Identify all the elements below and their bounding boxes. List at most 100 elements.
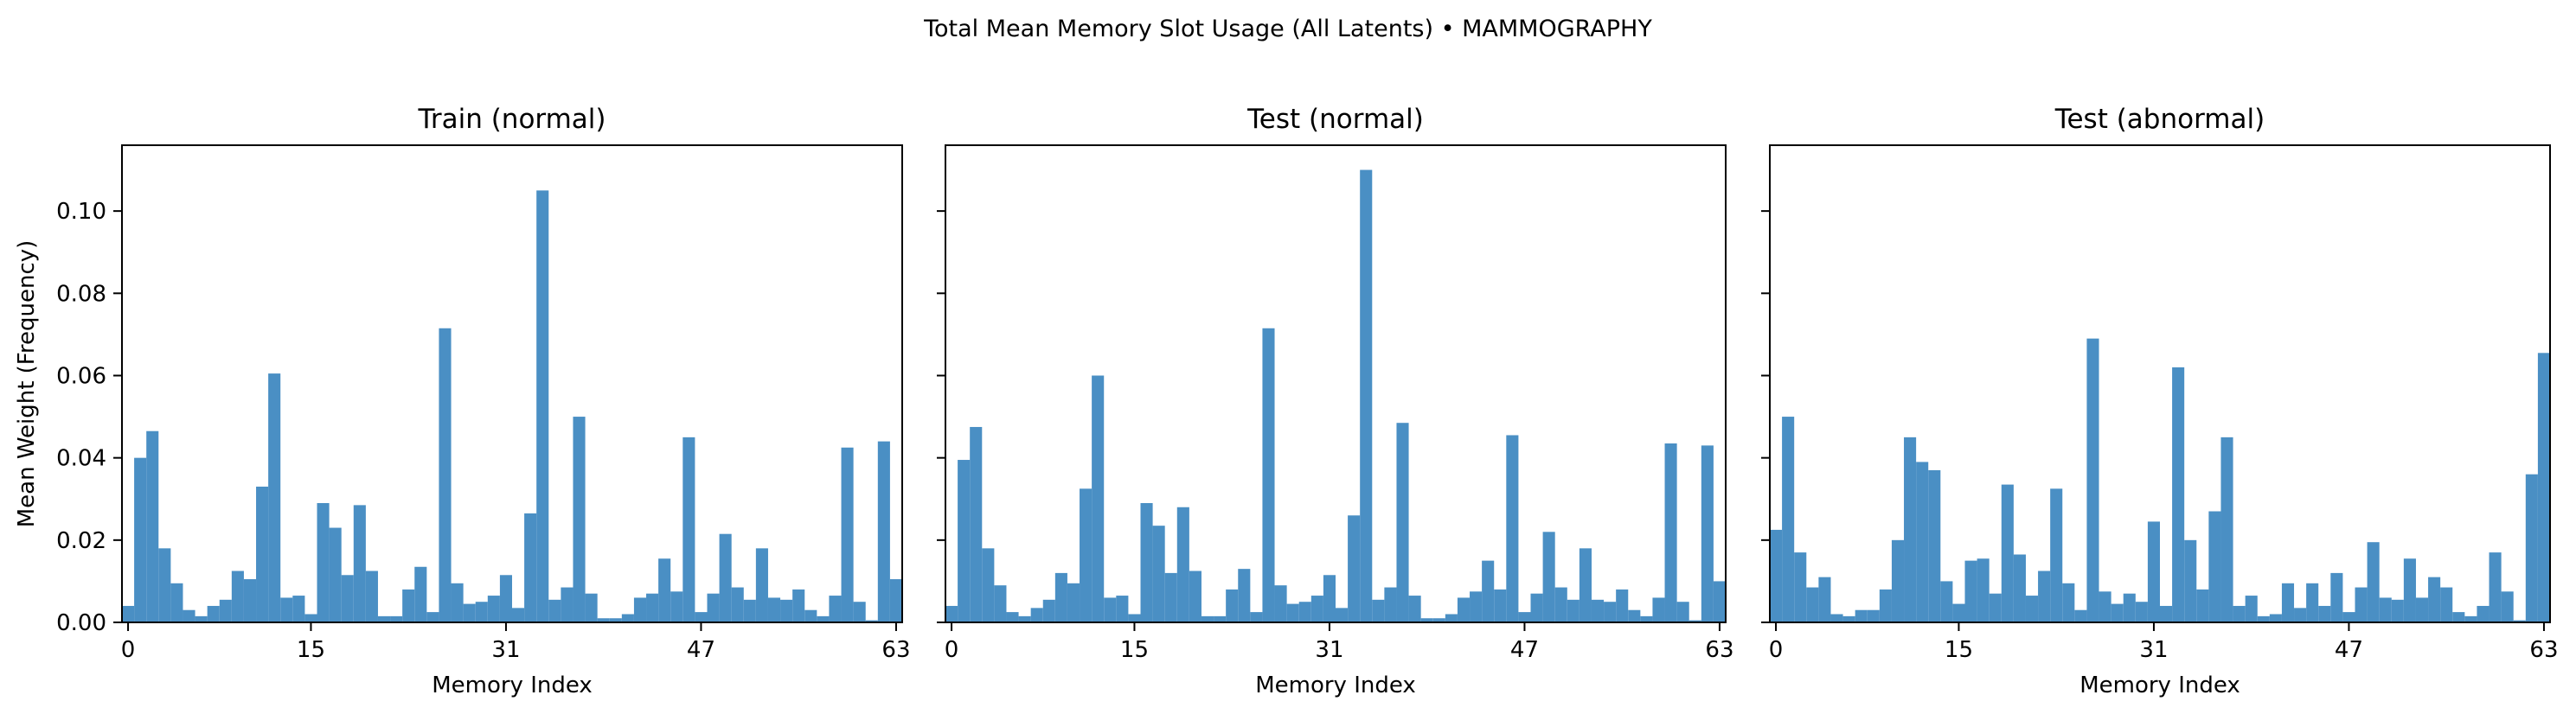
bar-8 — [219, 599, 232, 622]
bar-61 — [865, 620, 878, 622]
bar-47 — [1518, 612, 1531, 622]
bar-36 — [1384, 587, 1397, 622]
x-tick-label: 47 — [1510, 637, 1539, 663]
bar-4 — [170, 583, 183, 622]
bar-58 — [2477, 605, 2489, 622]
bar-36 — [2208, 511, 2221, 622]
bar-8 — [1867, 609, 1880, 622]
bar-57 — [1640, 615, 1653, 622]
bar-56 — [2452, 612, 2465, 622]
bar-6 — [1018, 615, 1031, 622]
bar-40 — [2257, 615, 2270, 622]
bar-45 — [2318, 605, 2331, 622]
bar-38 — [585, 593, 598, 622]
bar-49 — [719, 533, 732, 622]
bar-21 — [2025, 596, 2039, 622]
bar-49 — [2367, 542, 2380, 622]
bar-32 — [512, 608, 525, 622]
bar-58 — [829, 596, 842, 622]
bar-29 — [2123, 593, 2136, 622]
bar-25 — [2074, 609, 2087, 622]
bar-41 — [1445, 614, 1458, 622]
bar-34 — [2184, 539, 2197, 622]
bar-20 — [2013, 554, 2026, 622]
x-tick-label: 31 — [1315, 637, 1343, 663]
bar-23 — [2050, 488, 2063, 622]
bars-train-normal — [122, 190, 902, 622]
panel-title-train-normal: Train (normal) — [417, 104, 606, 135]
bar-7 — [1855, 609, 1868, 622]
bar-17 — [329, 527, 342, 622]
bar-30 — [1310, 596, 1323, 622]
bar-50 — [2379, 597, 2392, 622]
bar-34 — [536, 190, 549, 622]
bar-44 — [2306, 583, 2319, 622]
bar-50 — [1554, 587, 1567, 622]
bar-51 — [2391, 599, 2404, 622]
bar-59 — [1664, 443, 1677, 622]
bar-58 — [1652, 597, 1665, 622]
bar-15 — [1952, 603, 1965, 622]
bar-61 — [2513, 620, 2526, 622]
x-tick-label: 15 — [1945, 637, 1973, 663]
bar-34 — [1360, 169, 1373, 622]
bar-33 — [2172, 367, 2185, 622]
bar-9 — [1879, 589, 1892, 622]
bar-18 — [341, 575, 354, 622]
x-tick-label: 0 — [121, 637, 136, 663]
bar-51 — [743, 599, 756, 622]
bar-40 — [1432, 618, 1445, 622]
bar-47 — [695, 612, 708, 622]
x-axis-train-normal: 0 15 31 47 63 — [121, 622, 911, 663]
panel-train-normal: 0.00 0.02 0.04 0.06 0.08 0.10 0 15 31 47 63 Train… — [14, 104, 911, 698]
bar-24 — [1238, 569, 1251, 622]
bar-63 — [2537, 353, 2550, 622]
bar-37 — [1396, 423, 1409, 622]
y-axis-train-normal: 0.00 0.02 0.04 0.06 0.08 0.10 — [56, 199, 122, 636]
bar-27 — [451, 583, 464, 622]
x-axis-label-train-normal: Memory Index — [432, 673, 593, 698]
panel-title-test-normal: Test (normal) — [1246, 104, 1424, 135]
bar-31 — [499, 575, 512, 622]
bar-19 — [2001, 484, 2014, 622]
bar-24 — [414, 566, 427, 622]
x-axis-test-normal: 0 15 31 47 63 — [945, 622, 1734, 663]
bar-47 — [2342, 612, 2355, 622]
bar-55 — [2440, 587, 2453, 622]
y-tick-label: 0.08 — [56, 281, 106, 307]
bar-22 — [390, 615, 403, 622]
x-tick-label: 47 — [2335, 637, 2363, 663]
bar-5 — [1830, 614, 1843, 622]
bar-42 — [2281, 583, 2295, 622]
bar-37 — [2220, 437, 2233, 622]
bar-7 — [1030, 608, 1043, 622]
bar-51 — [1567, 599, 1580, 622]
x-axis-label-test-abnormal: Memory Index — [2079, 673, 2240, 698]
y-axis-test-abnormal — [1761, 210, 1770, 623]
bar-7 — [207, 605, 220, 622]
bar-29 — [475, 602, 488, 622]
bar-56 — [1628, 609, 1641, 622]
bar-43 — [646, 593, 659, 622]
bar-49 — [1542, 532, 1555, 622]
bar-25 — [426, 612, 439, 622]
bar-38 — [1408, 596, 1421, 622]
bar-17 — [1152, 526, 1165, 622]
bar-36 — [561, 587, 574, 622]
bar-23 — [402, 589, 415, 622]
x-axis-label-test-normal: Memory Index — [1255, 673, 1416, 698]
bar-15 — [304, 614, 317, 622]
y-tick-label: 0.10 — [56, 199, 106, 225]
bar-5 — [183, 609, 195, 622]
bar-33 — [524, 513, 537, 622]
panel-test-abnormal: 0 15 31 47 63 Test (abnormal) Memory Index — [1761, 104, 2559, 698]
bar-28 — [463, 603, 476, 622]
bar-30 — [2135, 602, 2148, 622]
bar-45 — [1494, 589, 1507, 622]
bar-63 — [889, 579, 902, 622]
bar-4 — [994, 585, 1007, 622]
bar-55 — [1616, 589, 1629, 622]
bar-14 — [1116, 596, 1129, 622]
bar-63 — [1713, 581, 1726, 622]
bars-test-abnormal — [1770, 338, 2550, 622]
